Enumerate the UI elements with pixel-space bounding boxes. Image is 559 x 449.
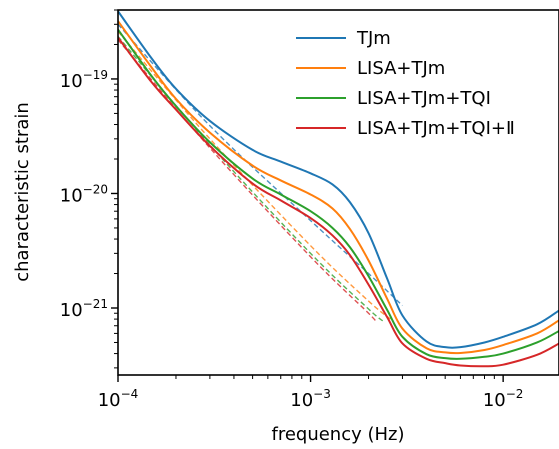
series-group [118, 10, 559, 368]
plot-frame [117, 9, 559, 376]
x-axis-label: frequency (Hz) [271, 424, 404, 445]
series-line-2 [118, 28, 559, 360]
series-line-3 [118, 36, 559, 368]
y-tick-label: 10−21 [60, 297, 108, 321]
tick-layer: 10−4 10−3 10−2 10−21 10−20 10−19 [60, 9, 524, 411]
y-tick-label: 10−20 [60, 182, 108, 206]
series-dashed-1 [118, 30, 391, 320]
legend-label-1: LISA+TJm [357, 58, 445, 79]
series-dashed-2 [118, 35, 385, 323]
y-tick-label: 10−19 [60, 68, 108, 92]
legend: TJm LISA+TJm LISA+TJm+TQI LISA+TJm+TQI+Ⅱ [296, 28, 515, 139]
series-dashed-3 [118, 39, 378, 324]
series-line-1 [118, 20, 559, 355]
legend-label-0: TJm [356, 28, 391, 49]
x-tick-label: 10−4 [98, 387, 139, 411]
y-axis-label: characteristic strain [12, 102, 33, 282]
series-layer [118, 10, 559, 368]
x-tick-label: 10−3 [290, 387, 331, 411]
legend-label-3: LISA+TJm+TQI+Ⅱ [357, 118, 515, 139]
x-tick-label: 10−2 [483, 387, 524, 411]
series-line-0 [118, 10, 559, 349]
legend-label-2: LISA+TJm+TQI [357, 88, 491, 109]
